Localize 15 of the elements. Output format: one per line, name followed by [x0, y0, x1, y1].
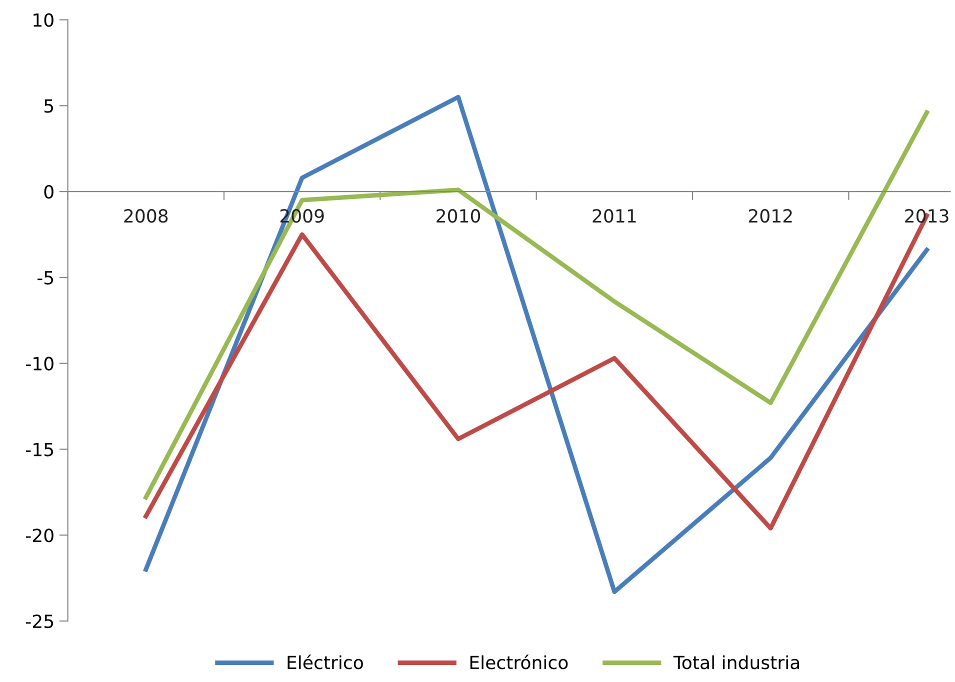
y-tick-label: -25 [26, 614, 54, 628]
x-tick-label: 2008 [124, 209, 168, 223]
x-tick-label: 2012 [748, 209, 792, 223]
legend-label: Total industria [673, 655, 800, 670]
y-tick-label: 0 [44, 185, 54, 199]
legend-label: Eléctrico [288, 654, 363, 670]
y-tick-label: -15 [26, 442, 54, 456]
x-tick-label: 2011 [592, 209, 636, 223]
y-tick-label: -5 [37, 271, 54, 285]
y-tick-label: -20 [26, 528, 54, 542]
y-tick-label: -10 [26, 356, 54, 370]
x-tick-label: 2010 [436, 209, 480, 223]
y-tick-label: 10 [34, 13, 54, 27]
y-tick-label: 5 [44, 99, 54, 113]
legend-label: Electrónico [470, 654, 568, 670]
